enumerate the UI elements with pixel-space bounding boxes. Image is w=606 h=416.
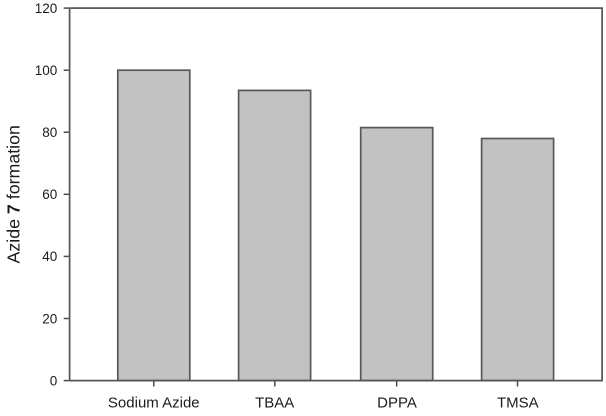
- svg-text:40: 40: [42, 249, 57, 264]
- svg-text:20: 20: [42, 311, 57, 326]
- svg-text:120: 120: [35, 1, 58, 16]
- svg-text:TMSA: TMSA: [497, 394, 539, 411]
- svg-text:80: 80: [42, 125, 57, 140]
- svg-text:DPPA: DPPA: [377, 394, 417, 411]
- svg-text:Azide 7 formation: Azide 7 formation: [4, 125, 24, 263]
- svg-text:Sodium Azide: Sodium Azide: [108, 394, 200, 411]
- svg-text:100: 100: [35, 63, 58, 78]
- svg-text:60: 60: [42, 187, 57, 202]
- svg-text:TBAA: TBAA: [255, 394, 294, 411]
- svg-text:0: 0: [50, 373, 58, 388]
